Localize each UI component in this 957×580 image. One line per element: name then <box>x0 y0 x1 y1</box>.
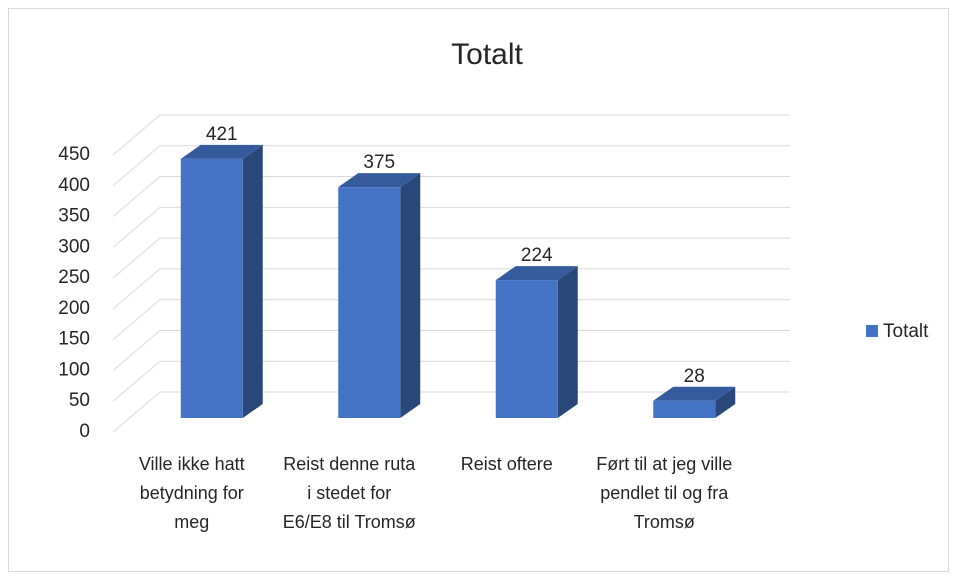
bar-top <box>180 144 263 159</box>
bar-side <box>557 266 578 418</box>
bar-side <box>242 144 263 418</box>
bar-side <box>400 173 421 418</box>
x-tick-label: Ville ikke hatt betydning for meg <box>138 454 245 532</box>
grid-line <box>112 391 790 433</box>
grid-line <box>112 299 790 341</box>
grid-line <box>112 329 790 371</box>
bar-side <box>715 386 736 418</box>
data-label: 375 <box>363 152 395 173</box>
grid-line <box>112 268 790 310</box>
bar <box>180 158 243 418</box>
grid-line <box>112 114 790 156</box>
data-label: 224 <box>521 245 553 266</box>
bar-top <box>338 173 421 188</box>
grid-line <box>112 206 790 248</box>
y-tick-label: 200 <box>58 298 90 319</box>
grid-line <box>112 176 790 217</box>
bar-top <box>653 386 736 401</box>
data-label: 421 <box>206 124 238 145</box>
y-tick-label: 50 <box>69 390 90 411</box>
legend-swatch <box>866 325 878 337</box>
bar <box>653 400 716 418</box>
grid-line <box>112 145 790 187</box>
legend-label: Totalt <box>883 321 929 342</box>
bar <box>338 187 401 418</box>
y-tick-label: 150 <box>58 329 90 350</box>
y-tick-label: 350 <box>58 206 90 227</box>
x-tick-label: Reist denne ruta i stedet for E6/E8 til … <box>282 454 416 532</box>
x-tick-label: Reist oftere <box>460 454 553 474</box>
chart-border <box>8 8 949 572</box>
bar-top <box>495 266 578 281</box>
data-label: 28 <box>684 366 705 387</box>
y-tick-label: 250 <box>58 267 90 288</box>
bar <box>495 280 558 418</box>
grid-line <box>112 237 790 279</box>
x-tick-label: Ført til at jeg ville pendlet til og fra… <box>596 454 733 532</box>
y-tick-label: 450 <box>58 144 90 165</box>
y-tick-label: 100 <box>58 359 90 380</box>
chart-title: Totalt <box>451 38 523 71</box>
y-tick-label: 300 <box>58 236 90 257</box>
y-tick-label: 0 <box>79 421 90 442</box>
y-tick-label: 400 <box>58 175 90 196</box>
grid-line <box>112 360 790 402</box>
